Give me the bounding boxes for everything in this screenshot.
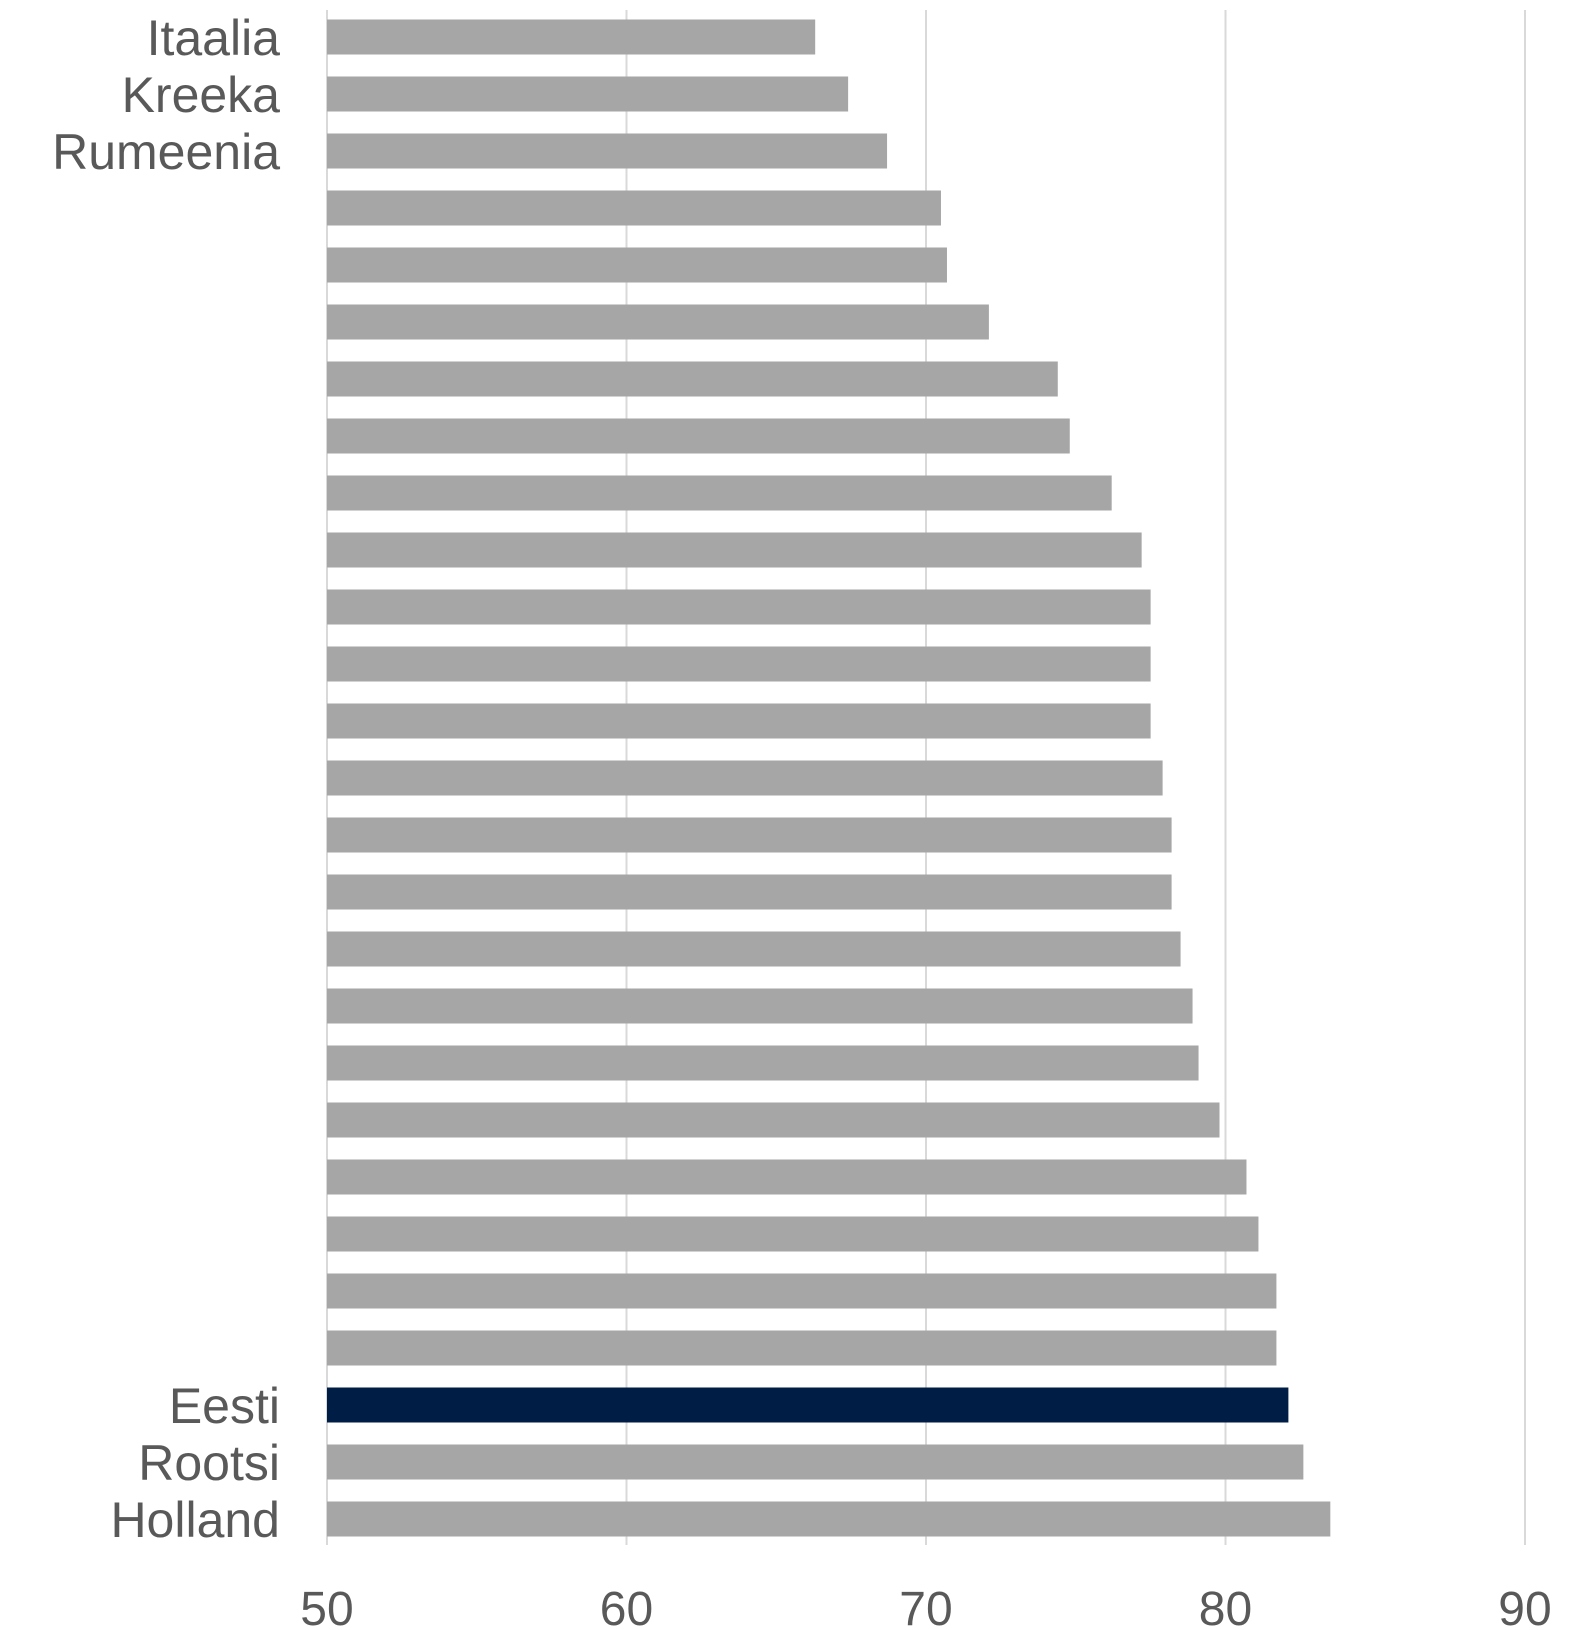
bar <box>327 1330 1277 1366</box>
bar <box>327 817 1172 853</box>
bar <box>327 19 816 55</box>
category-label: Rootsi <box>138 1435 280 1491</box>
bar <box>327 589 1151 625</box>
bar <box>327 931 1181 967</box>
bar <box>327 418 1070 454</box>
bar <box>327 760 1163 796</box>
bar <box>327 988 1193 1024</box>
bar <box>327 304 989 340</box>
category-label: Holland <box>110 1492 280 1548</box>
bar <box>327 1216 1259 1252</box>
bar <box>327 76 849 112</box>
bar <box>327 361 1058 397</box>
x-axis-tick-labels: 50 60 70 80 90 <box>300 1583 1551 1630</box>
x-tick-label: 60 <box>600 1583 653 1630</box>
x-tick-label: 70 <box>899 1583 952 1630</box>
bar <box>327 1444 1304 1480</box>
category-label: Kreeka <box>122 67 281 123</box>
bar <box>327 247 947 283</box>
bar <box>327 1102 1220 1138</box>
x-tick-label: 90 <box>1498 1583 1551 1630</box>
bar <box>327 532 1142 568</box>
bar <box>327 1501 1331 1537</box>
x-tick-label: 80 <box>1199 1583 1252 1630</box>
category-label: Eesti <box>169 1378 280 1434</box>
bar <box>327 133 888 169</box>
bar <box>327 475 1112 511</box>
category-label: Rumeenia <box>52 124 280 180</box>
category-label: Itaalia <box>147 10 281 66</box>
bar <box>327 703 1151 739</box>
bar <box>327 1045 1199 1081</box>
bar <box>327 646 1151 682</box>
bar-highlight <box>327 1387 1289 1423</box>
bar <box>327 1273 1277 1309</box>
bar <box>327 190 941 226</box>
x-tick-label: 50 <box>300 1583 353 1630</box>
bar <box>327 874 1172 910</box>
bars <box>327 19 1331 1537</box>
bar <box>327 1159 1247 1195</box>
